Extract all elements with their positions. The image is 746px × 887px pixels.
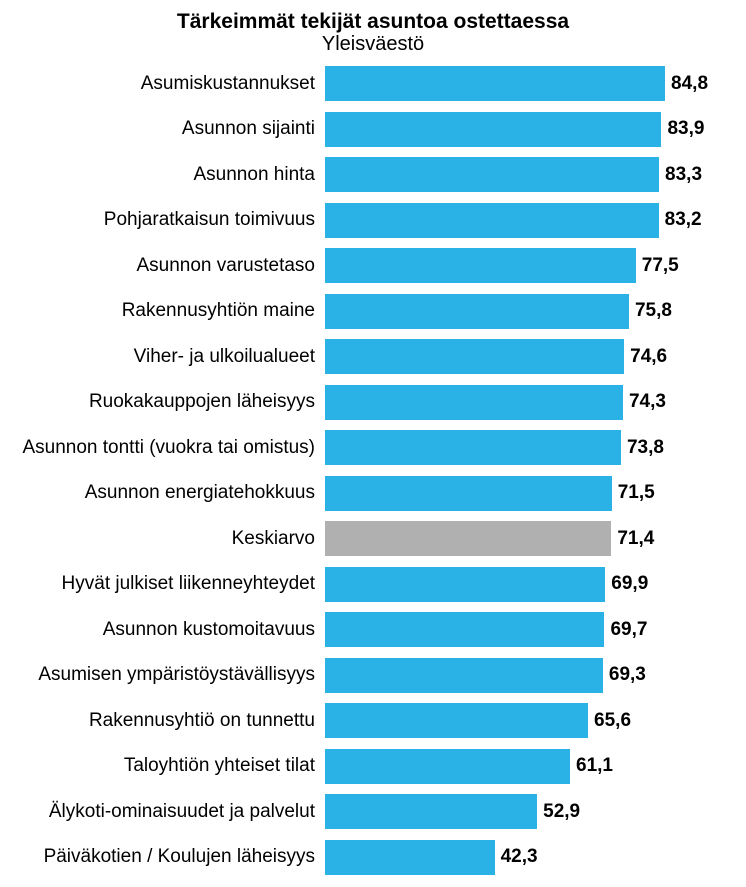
bar-fill [325, 794, 537, 829]
bar-track: 73,8 [325, 430, 726, 465]
bar-value: 71,4 [611, 528, 654, 550]
bar-label: Hyvät julkiset liikenneyhteydet [20, 573, 325, 595]
bar-label: Asunnon energiatehokkuus [20, 482, 325, 504]
bar-label: Päiväkotien / Koulujen läheisyys [20, 846, 325, 868]
bar-label: Asumiskustannukset [20, 73, 325, 95]
bar-value: 83,3 [659, 164, 702, 186]
bar-fill [325, 157, 659, 192]
bar-track: 65,6 [325, 703, 726, 738]
bar-value: 74,6 [624, 346, 667, 368]
bar-fill [325, 476, 612, 511]
bar-label: Asunnon varustetaso [20, 255, 325, 277]
bar-label: Rakennusyhtiö on tunnettu [20, 710, 325, 732]
bar-value: 69,7 [604, 619, 647, 641]
bar-track: 69,7 [325, 612, 726, 647]
bar-value: 65,6 [588, 710, 631, 732]
bar-row: Päiväkotien / Koulujen läheisyys 42,3 [20, 835, 726, 881]
bar-track: 75,8 [325, 294, 726, 329]
bar-track: 69,3 [325, 658, 726, 693]
bar-value: 77,5 [636, 255, 679, 277]
bar-label: Älykoti-ominaisuudet ja palvelut [20, 801, 325, 823]
bar-fill [325, 430, 621, 465]
bar-value: 83,2 [659, 209, 702, 231]
bar-track: 74,3 [325, 385, 726, 420]
bar-value: 73,8 [621, 437, 664, 459]
bar-label: Taloyhtiön yhteiset tilat [20, 755, 325, 777]
bar-fill [325, 567, 605, 602]
bar-label: Asunnon tontti (vuokra tai omistus) [20, 437, 325, 459]
bar-row: Pohjaratkaisun toimivuus 83,2 [20, 198, 726, 244]
bar-track: 74,6 [325, 339, 726, 374]
bar-track: 71,4 [325, 521, 726, 556]
bar-row: Taloyhtiön yhteiset tilat 61,1 [20, 744, 726, 790]
bar-row: Asunnon hinta 83,3 [20, 152, 726, 198]
bar-fill [325, 612, 604, 647]
horizontal-bar-chart: Tärkeimmät tekijät asuntoa ostettaessa Y… [20, 10, 726, 880]
bar-fill [325, 385, 623, 420]
bar-row: Asunnon kustomoitavuus 69,7 [20, 607, 726, 653]
bar-label: Viher- ja ulkoilualueet [20, 346, 325, 368]
bar-value: 69,9 [605, 573, 648, 595]
bar-value: 84,8 [665, 73, 708, 95]
bar-label: Rakennusyhtiön maine [20, 300, 325, 322]
bar-row: Viher- ja ulkoilualueet 74,6 [20, 334, 726, 380]
bar-value: 61,1 [570, 755, 613, 777]
bar-fill [325, 248, 636, 283]
bar-label: Asunnon sijainti [20, 118, 325, 140]
bar-row: Rakennusyhtiö on tunnettu 65,6 [20, 698, 726, 744]
bar-row: Asunnon sijainti 83,9 [20, 107, 726, 153]
bar-fill [325, 203, 659, 238]
bar-fill [325, 521, 611, 556]
bar-fill [325, 66, 665, 101]
bar-value: 42,3 [495, 846, 538, 868]
bar-track: 77,5 [325, 248, 726, 283]
chart-title: Tärkeimmät tekijät asuntoa ostettaessa [20, 10, 726, 33]
bar-row: Rakennusyhtiön maine 75,8 [20, 289, 726, 335]
bar-track: 61,1 [325, 749, 726, 784]
bar-fill [325, 840, 495, 875]
bar-label: Asunnon kustomoitavuus [20, 619, 325, 641]
bar-track: 83,3 [325, 157, 726, 192]
bar-track: 52,9 [325, 794, 726, 829]
bar-row: Älykoti-ominaisuudet ja palvelut 52,9 [20, 789, 726, 835]
bar-row: Asunnon varustetaso 77,5 [20, 243, 726, 289]
bar-track: 42,3 [325, 840, 726, 875]
bar-track: 71,5 [325, 476, 726, 511]
bar-label: Pohjaratkaisun toimivuus [20, 209, 325, 231]
bar-fill [325, 294, 629, 329]
bar-value: 75,8 [629, 300, 672, 322]
bar-track: 83,9 [325, 112, 726, 147]
bar-value: 74,3 [623, 391, 666, 413]
bar-track: 83,2 [325, 203, 726, 238]
bar-row: Asunnon tontti (vuokra tai omistus) 73,8 [20, 425, 726, 471]
bar-value: 83,9 [661, 118, 704, 140]
bar-track: 84,8 [325, 66, 726, 101]
chart-subtitle: Yleisväestö [20, 33, 726, 55]
bar-fill [325, 339, 624, 374]
bar-row: Asunnon energiatehokkuus 71,5 [20, 471, 726, 517]
bar-row: Keskiarvo 71,4 [20, 516, 726, 562]
bar-value: 71,5 [612, 482, 655, 504]
bar-label: Asumisen ympäristöystävällisyys [20, 664, 325, 686]
bar-row: Asumiskustannukset 84,8 [20, 61, 726, 107]
bar-fill [325, 658, 603, 693]
bar-label: Keskiarvo [20, 528, 325, 550]
bar-row: Asumisen ympäristöystävällisyys 69,3 [20, 653, 726, 699]
bar-track: 69,9 [325, 567, 726, 602]
bar-row: Hyvät julkiset liikenneyhteydet 69,9 [20, 562, 726, 608]
bar-fill [325, 703, 588, 738]
bar-label: Asunnon hinta [20, 164, 325, 186]
bar-value: 52,9 [537, 801, 580, 823]
bar-value: 69,3 [603, 664, 646, 686]
bars-area: Asumiskustannukset 84,8 Asunnon sijainti 83… [20, 61, 726, 880]
bar-fill [325, 112, 661, 147]
bar-row: Ruokakauppojen läheisyys 74,3 [20, 380, 726, 426]
bar-fill [325, 749, 570, 784]
bar-label: Ruokakauppojen läheisyys [20, 391, 325, 413]
